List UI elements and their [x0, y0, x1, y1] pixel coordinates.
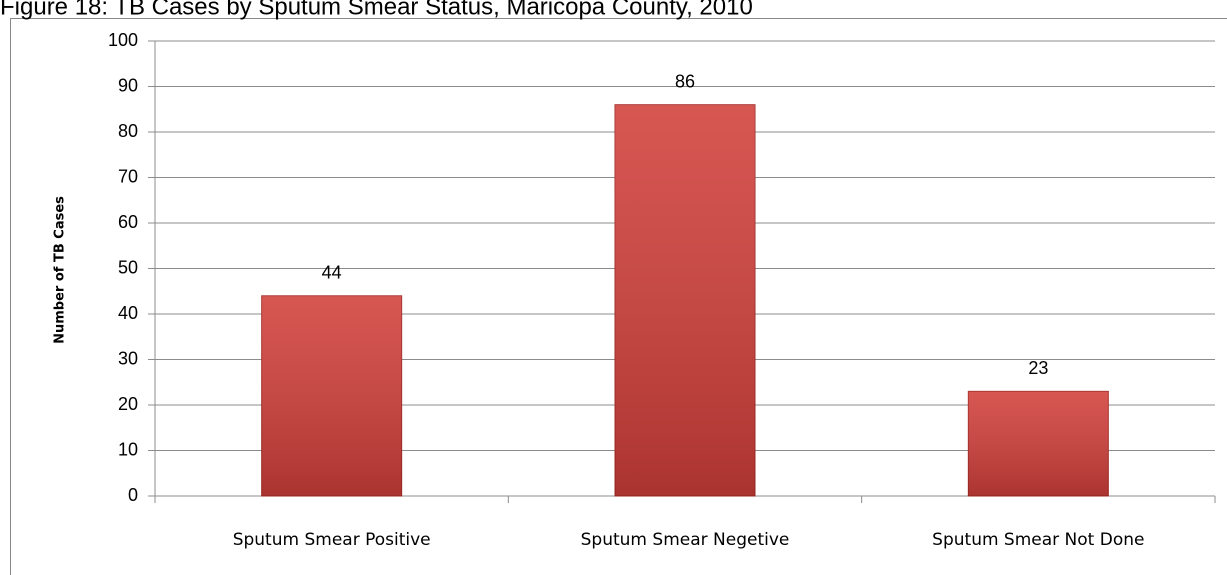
x-tick-label: Sputum Smear Not Done: [932, 530, 1144, 550]
value-label: 23: [1028, 358, 1048, 378]
value-label: 86: [675, 71, 695, 91]
x-tick-label: Sputum Smear Negetive: [581, 530, 790, 550]
y-tick-label: 90: [118, 75, 138, 95]
y-tick-label: 100: [108, 30, 138, 50]
value-label: 44: [322, 263, 342, 283]
y-tick-label: 0: [128, 485, 138, 505]
y-tick-label: 40: [118, 303, 138, 323]
y-tick-label: 10: [118, 439, 138, 459]
x-tick-label: Sputum Smear Positive: [233, 530, 431, 550]
y-tick-label: 80: [118, 121, 138, 141]
y-axis-label: Number of TB Cases: [53, 196, 68, 344]
chart-title: Figure 18: TB Cases by Sputum Smear Stat…: [0, 0, 753, 20]
y-tick-label: 30: [118, 348, 138, 368]
bar-shade: [968, 391, 1109, 496]
bar-shade: [615, 104, 755, 496]
bar-shade: [261, 295, 402, 496]
y-tick-label: 20: [118, 394, 138, 414]
y-tick-label: 60: [118, 212, 138, 232]
y-tick-label: 70: [118, 166, 138, 186]
y-tick-label: 50: [118, 257, 138, 277]
